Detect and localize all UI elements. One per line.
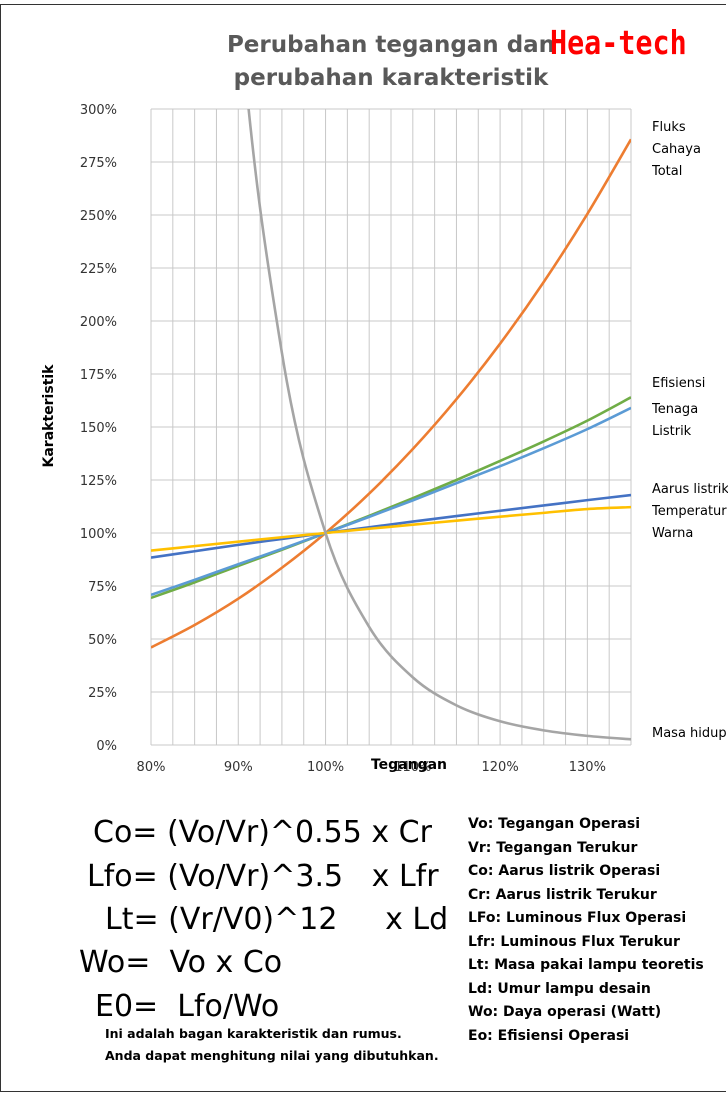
x-axis-label: Tegangan — [370, 757, 448, 773]
definition-item: Lt: Masa pakai lampu teoretis — [468, 957, 704, 973]
y-tick-label: 0% — [96, 739, 117, 754]
x-axis-ticks: 80% 90% 100% 110% 120% 130% — [137, 760, 606, 775]
y-tick-label: 175% — [80, 368, 117, 383]
y-tick-label: 50% — [88, 633, 117, 648]
series-line-temperatur-warna — [151, 505, 631, 552]
definition-item: Vr: Tegangan Terukur — [468, 839, 638, 856]
definition-item: Eo: Efisiensi Operasi — [468, 1027, 630, 1044]
series-label-masa-hidup: Masa hidup — [652, 726, 727, 741]
definition-item: Lfr: Luminous Flux Terukur — [468, 933, 680, 950]
series-label-efisiensi: Efisiensi — [652, 376, 706, 391]
formula-lfo: Lfo= (Vo/Vr)^3.5 x Lfr — [87, 859, 439, 894]
grid — [150, 108, 632, 746]
x-tick-label: 120% — [482, 760, 519, 775]
definitions-list: Vo: Tegangan Operasi Vr: Tegangan Teruku… — [468, 813, 704, 1048]
definition-item: Vo: Tegangan Operasi — [468, 816, 640, 832]
definition-item: Cr: Aarus listrik Terukur — [468, 886, 657, 903]
definition-item: LFo: Luminous Flux Operasi — [468, 910, 687, 926]
page: Perubahan tegangan dan perubahan karakte… — [0, 4, 728, 1092]
note-line: Anda dapat menghitung nilai yang dibutuh… — [105, 1048, 439, 1063]
series-line-tenaga-listrik — [151, 406, 631, 597]
series-line-masa-hidup — [247, 109, 631, 741]
definition-item: Ld: Umur lampu desain — [468, 980, 651, 997]
y-tick-label: 200% — [80, 315, 117, 330]
series-line-efisiensi — [151, 396, 631, 600]
series-line-aarus-listrik — [151, 493, 631, 559]
formula-wo: Wo= Vo x Co — [79, 945, 283, 980]
series-line-fluks-cahaya-total — [151, 138, 631, 649]
definition-item: Wo: Daya operasi (Watt) — [468, 1004, 662, 1020]
x-tick-label: 80% — [137, 760, 166, 775]
y-axis-label: Karakteristik — [41, 364, 57, 468]
y-tick-label: 25% — [88, 686, 117, 701]
formula-co: Co= (Vo/Vr)^0.55 x Cr — [93, 815, 432, 850]
series-label-fluks: Fluks Cahaya Total — [652, 120, 701, 179]
x-tick-label: 100% — [307, 760, 344, 775]
series-label-aarus-temperatur: Aarus listrik Temperatur Warna — [652, 482, 728, 541]
y-tick-label: 225% — [80, 262, 117, 277]
note-line: Ini adalah bagan karakteristik dan rumus… — [105, 1026, 402, 1041]
y-tick-label: 125% — [80, 474, 117, 489]
series-lines — [151, 109, 631, 741]
y-tick-label: 300% — [80, 103, 117, 118]
x-tick-label: 110% — [394, 760, 431, 775]
y-tick-label: 150% — [80, 421, 117, 436]
y-tick-label: 250% — [80, 209, 117, 224]
y-tick-label: 100% — [80, 527, 117, 542]
y-axis-ticks: 0% 25% 50% 75% 100% 125% 150% 175% 200% 225% 250% 2… — [80, 103, 117, 754]
x-tick-label: 90% — [224, 760, 253, 775]
note-text: Ini adalah bagan karakteristik dan rumus… — [105, 1023, 439, 1067]
series-label-tenaga: Tenaga Listrik — [652, 402, 699, 439]
definition-item: Co: Aarus listrik Operasi — [468, 863, 661, 879]
formula-e0: E0= Lfo/Wo — [95, 989, 280, 1024]
y-tick-label: 275% — [80, 156, 117, 171]
chart-title: Perubahan tegangan dan perubahan karakte… — [226, 32, 556, 91]
x-tick-label: 130% — [569, 760, 606, 775]
formula-lt: Lt= (Vr/V0)^12 x Ld — [105, 902, 449, 937]
line-chart: 0% 25% 50% 75% 100% 125% 150% 175% 200% 225% 250% 2… — [80, 103, 632, 775]
y-tick-label: 75% — [88, 580, 117, 595]
brand-logo: Hea-tech — [550, 23, 687, 62]
